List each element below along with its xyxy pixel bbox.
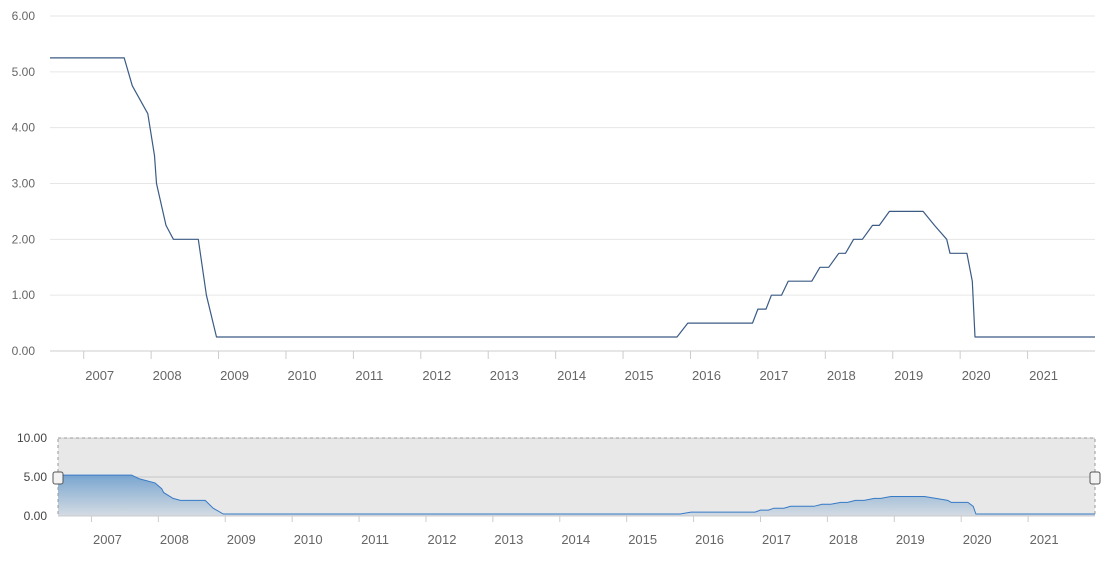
x-tick-label: 2007 [85,368,114,383]
y-tick-label: 1.00 [12,288,36,302]
x-tick-label: 2008 [153,368,182,383]
navigator-x-tick-label: 2011 [361,532,389,547]
navigator-x-tick-label: 2014 [561,532,590,547]
x-tick-label: 2016 [692,368,721,383]
navigator-y-tick-label: 0.00 [24,509,48,523]
navigator-series-line [58,474,1095,515]
y-tick-label: 4.00 [12,121,36,135]
handle-grip [1089,471,1101,485]
navigator-x-tick-label: 2019 [896,532,925,547]
navigator-x-tick-label: 2009 [227,532,256,547]
navigator-series-area [58,475,1095,516]
main-chart-y-axis: 0.00 1.00 2.00 3.00 4.00 5.00 6.00 [12,9,36,358]
y-tick-label: 0.00 [12,344,36,358]
navigator-x-tick-label: 2008 [160,532,189,547]
navigator-y-tick-label: 5.00 [24,470,48,484]
navigator-x-axis: 2007 2008 2009 2010 2011 2012 2013 2014 2015 2016… [90,516,1059,547]
navigator-y-axis: 0.00 5.00 10.00 [17,431,47,523]
handle-grip [52,471,64,485]
series-line [50,57,1095,338]
x-tick-label: 2013 [490,368,519,383]
y-tick-label: 2.00 [12,232,36,246]
navigator-left-handle[interactable] [52,471,64,485]
navigator-x-tick-label: 2020 [963,532,992,547]
x-tick-label: 2009 [220,368,249,383]
y-tick-label: 6.00 [12,9,36,23]
navigator-x-tick-label: 2010 [294,532,323,547]
navigator-x-tick-label: 2015 [628,532,657,547]
navigator-selection-window[interactable] [57,437,1096,517]
navigator-right-handle[interactable] [1089,471,1101,485]
main-chart-gridlines [50,15,1095,296]
y-tick-label: 3.00 [12,177,36,191]
navigator-y-tick-label: 10.00 [17,431,47,445]
main-chart-x-axis: 2007 2008 2009 2010 2011 2012 2013 2014 2015 2016… [83,351,1058,383]
x-tick-label: 2014 [557,368,586,383]
x-tick-label: 2015 [625,368,654,383]
x-tick-label: 2020 [962,368,991,383]
navigator-x-tick-label: 2012 [428,532,457,547]
navigator-x-tick-label: 2021 [1030,532,1059,547]
navigator-x-tick-label: 2007 [93,532,122,547]
navigator-x-tick-label: 2017 [762,532,791,547]
x-tick-label: 2012 [422,368,451,383]
x-tick-label: 2010 [288,368,317,383]
navigator-x-tick-label: 2013 [494,532,523,547]
x-tick-label: 2018 [827,368,856,383]
x-tick-label: 2019 [894,368,923,383]
navigator-x-tick-label: 2018 [829,532,858,547]
x-tick-label: 2011 [355,368,383,383]
x-tick-label: 2021 [1029,368,1058,383]
navigator-x-tick-label: 2016 [695,532,724,547]
x-tick-label: 2017 [759,368,788,383]
y-tick-label: 5.00 [12,65,36,79]
